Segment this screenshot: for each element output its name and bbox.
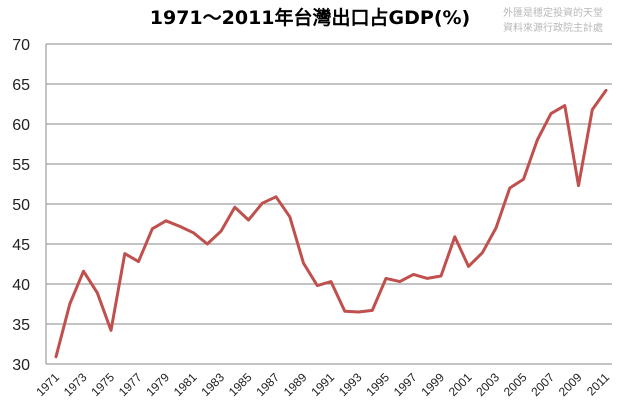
x-tick-label: 2007 bbox=[528, 370, 557, 399]
x-tick-label: 2005 bbox=[501, 370, 530, 399]
x-tick-label: 1985 bbox=[226, 370, 255, 399]
x-tick-label: 1987 bbox=[253, 370, 282, 399]
y-tick-label: 50 bbox=[12, 197, 30, 214]
watermark-line-2: 資料來源行政院主計處 bbox=[503, 21, 603, 34]
x-tick-label: 1995 bbox=[363, 370, 392, 399]
series-line-0 bbox=[54, 88, 608, 359]
x-axis-tick-labels: 1971197319751977197919811983198519871989… bbox=[33, 370, 612, 399]
watermark-line-1: 外匯是穩定投資的天堂 bbox=[503, 6, 603, 19]
y-tick-label: 55 bbox=[12, 157, 30, 174]
y-tick-label: 30 bbox=[12, 357, 30, 374]
x-tick-label: 1983 bbox=[198, 370, 227, 399]
y-tick-label: 35 bbox=[12, 317, 30, 334]
x-tick-label: 1981 bbox=[171, 370, 200, 399]
x-tick-label: 1989 bbox=[281, 370, 310, 399]
x-tick-label: 1999 bbox=[418, 370, 447, 399]
x-tick-label: 2009 bbox=[556, 370, 585, 399]
x-tick-label: 1997 bbox=[391, 370, 420, 399]
axes bbox=[45, 44, 612, 365]
x-tick-label: 2011 bbox=[584, 370, 612, 398]
x-tick-label: 1993 bbox=[336, 370, 365, 399]
x-tick-label: 2001 bbox=[446, 370, 475, 399]
y-axis-tick-labels: 30 35 40 45 50 55 60 65 70 bbox=[12, 37, 30, 374]
gridlines bbox=[46, 43, 612, 325]
x-tick-label: 1977 bbox=[116, 370, 145, 399]
y-tick-label: 45 bbox=[12, 237, 30, 254]
y-tick-label: 60 bbox=[12, 117, 30, 134]
x-tick-label: 1971 bbox=[33, 370, 62, 399]
x-tick-label: 1979 bbox=[143, 370, 172, 399]
x-tick-label: 2003 bbox=[473, 370, 502, 399]
x-tick-label: 1991 bbox=[308, 370, 337, 399]
x-tick-label: 1975 bbox=[88, 370, 117, 399]
x-tick-label: 1973 bbox=[61, 370, 90, 399]
series-layer bbox=[54, 88, 608, 359]
y-tick-label: 70 bbox=[12, 37, 30, 54]
chart-title: 1971～2011年台灣出口占GDP(%) bbox=[150, 6, 470, 29]
y-tick-label: 40 bbox=[12, 277, 30, 294]
y-tick-label: 65 bbox=[12, 77, 30, 94]
